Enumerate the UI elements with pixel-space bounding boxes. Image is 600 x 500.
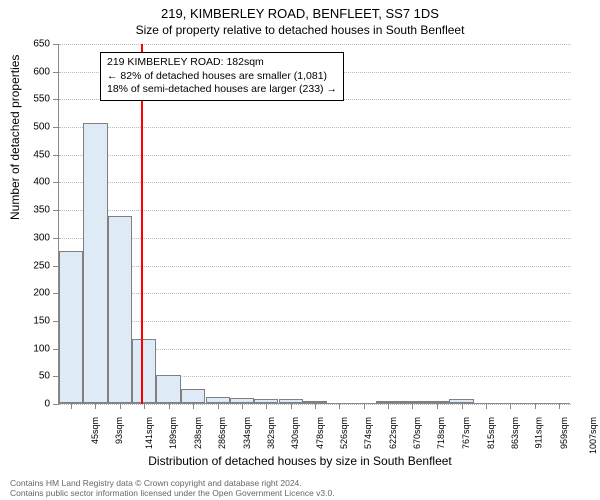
x-axis-label: Distribution of detached houses by size … (0, 454, 600, 468)
x-tick (315, 403, 316, 409)
histogram-bar (156, 375, 181, 403)
histogram-bar (108, 216, 132, 403)
y-tick (53, 238, 59, 239)
x-tick-label: 238sqm (193, 417, 203, 449)
gridline (59, 210, 571, 211)
x-tick (218, 403, 219, 409)
footer: Contains HM Land Registry data © Crown c… (10, 478, 335, 498)
x-tick-label: 670sqm (412, 417, 422, 449)
x-tick-label: 141sqm (144, 417, 154, 449)
y-tick (53, 127, 59, 128)
y-tick (53, 44, 59, 45)
title-main: 219, KIMBERLEY ROAD, BENFLEET, SS7 1DS (0, 0, 600, 21)
histogram-bar (181, 389, 205, 403)
y-tick-label: 0 (20, 399, 50, 410)
chart-container: 219, KIMBERLEY ROAD, BENFLEET, SS7 1DS S… (0, 0, 600, 500)
x-tick (559, 403, 560, 409)
x-tick-label: 1007sqm (588, 417, 598, 454)
y-tick-label: 350 (20, 205, 50, 216)
x-tick-label: 959sqm (559, 417, 569, 449)
y-tick-label: 500 (20, 122, 50, 133)
y-tick-label: 50 (20, 371, 50, 382)
y-tick (53, 155, 59, 156)
x-tick (412, 403, 413, 409)
x-tick (291, 403, 292, 409)
y-tick-label: 450 (20, 149, 50, 160)
histogram-bar (59, 251, 83, 403)
x-tick (510, 403, 511, 409)
legend-line-1: 219 KIMBERLEY ROAD: 182sqm (107, 56, 337, 70)
x-tick (535, 403, 536, 409)
x-tick-label: 430sqm (290, 417, 300, 449)
x-tick-label: 286sqm (217, 417, 227, 449)
x-tick-label: 334sqm (242, 417, 252, 449)
x-tick-label: 382sqm (266, 417, 276, 449)
x-tick-label: 863sqm (510, 417, 520, 449)
histogram-bar (83, 123, 107, 403)
x-tick (462, 403, 463, 409)
x-tick-label: 526sqm (339, 417, 349, 449)
y-tick-label: 250 (20, 260, 50, 271)
gridline (59, 238, 571, 239)
x-tick (144, 403, 145, 409)
x-tick (486, 403, 487, 409)
y-tick-label: 200 (20, 288, 50, 299)
x-tick (266, 403, 267, 409)
x-tick (120, 403, 121, 409)
legend-box: 219 KIMBERLEY ROAD: 182sqm ← 82% of deta… (100, 52, 344, 101)
y-tick (53, 72, 59, 73)
x-tick-label: 767sqm (461, 417, 471, 449)
y-tick-label: 100 (20, 343, 50, 354)
gridline (59, 266, 571, 267)
x-tick (388, 403, 389, 409)
x-tick (71, 403, 72, 409)
y-tick (53, 99, 59, 100)
y-tick-label: 300 (20, 232, 50, 243)
title-sub: Size of property relative to detached ho… (0, 21, 600, 37)
footer-line-2: Contains public sector information licen… (10, 488, 335, 498)
gridline (59, 44, 571, 45)
x-tick-label: 189sqm (168, 417, 178, 449)
x-tick (95, 403, 96, 409)
x-tick-label: 622sqm (388, 417, 398, 449)
x-tick-label: 574sqm (363, 417, 373, 449)
x-tick-label: 911sqm (534, 417, 544, 448)
y-tick (53, 404, 59, 405)
gridline (59, 293, 571, 294)
footer-line-1: Contains HM Land Registry data © Crown c… (10, 478, 335, 488)
x-tick (242, 403, 243, 409)
y-tick-label: 600 (20, 66, 50, 77)
x-tick (169, 403, 170, 409)
x-tick-label: 718sqm (436, 417, 446, 449)
gridline (59, 182, 571, 183)
x-tick (339, 403, 340, 409)
legend-line-2: ← 82% of detached houses are smaller (1,… (107, 70, 337, 84)
y-tick-label: 650 (20, 39, 50, 50)
x-tick-label: 478sqm (315, 417, 325, 449)
histogram-bar (132, 339, 156, 403)
x-tick-label: 815sqm (486, 417, 496, 449)
y-tick-label: 550 (20, 94, 50, 105)
y-tick (53, 210, 59, 211)
x-tick (193, 403, 194, 409)
x-tick (364, 403, 365, 409)
legend-line-3: 18% of semi-detached houses are larger (… (107, 83, 337, 97)
y-tick-label: 150 (20, 315, 50, 326)
y-tick (53, 182, 59, 183)
gridline (59, 127, 571, 128)
y-tick-label: 400 (20, 177, 50, 188)
x-tick-label: 93sqm (115, 417, 125, 444)
y-axis-label: Number of detached properties (8, 55, 22, 220)
x-tick (437, 403, 438, 409)
gridline (59, 321, 571, 322)
gridline (59, 155, 571, 156)
x-tick-label: 45sqm (90, 417, 100, 444)
